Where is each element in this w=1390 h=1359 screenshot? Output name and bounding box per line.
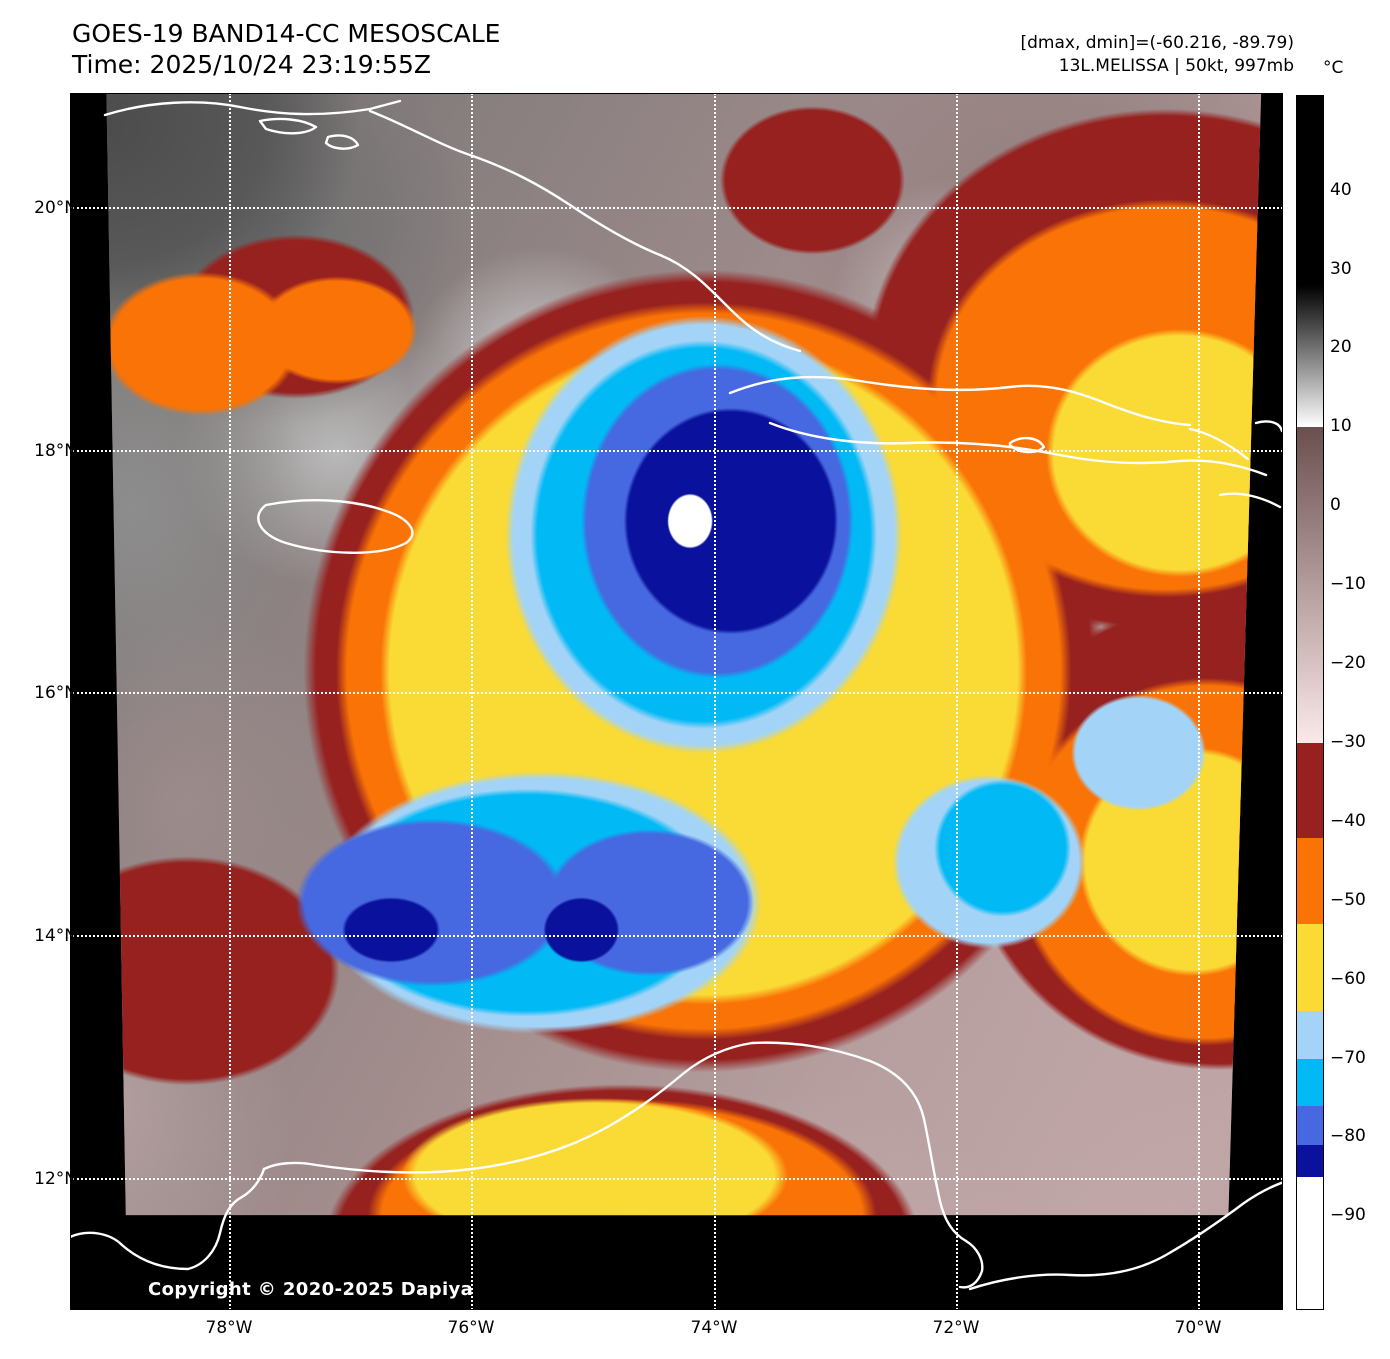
colorbar-unit-label: °C bbox=[1323, 58, 1344, 78]
colorbar-segment-mauve-ramp bbox=[1297, 427, 1323, 743]
colorbar-segment-black-hot bbox=[1297, 96, 1323, 286]
colorbar-segment-grey-ramp bbox=[1297, 285, 1323, 428]
gridline-lon-74 bbox=[714, 93, 716, 1310]
gridline-lon-76 bbox=[471, 93, 473, 1310]
colorbar-segment-white-cold bbox=[1297, 1176, 1323, 1309]
xtick-70w: 70°W bbox=[1174, 1318, 1222, 1338]
satellite-image-plot[interactable]: Copyright © 2020-2025 Dapiya bbox=[70, 93, 1283, 1310]
colorbar-segment-navy bbox=[1297, 1145, 1323, 1177]
coastline-overlay bbox=[70, 99, 1283, 1291]
ytick-14n: 14°N bbox=[34, 926, 77, 946]
colorbar-tick-12: −80 bbox=[1330, 1126, 1366, 1147]
colorbar-segment-cyan bbox=[1297, 1058, 1323, 1106]
metadata-block: [dmax, dmin]=(-60.216, -89.79) 13L.MELIS… bbox=[1021, 32, 1295, 78]
ir-overshooting-top bbox=[106, 93, 1262, 1216]
xtick-78w: 78°W bbox=[205, 1318, 253, 1338]
colorbar-tick-4: 0 bbox=[1330, 495, 1341, 516]
ytick-20n: 20°N bbox=[34, 198, 77, 218]
colorbar-tick-13: −90 bbox=[1330, 1205, 1366, 1226]
product-title: GOES-19 BAND14-CC MESOSCALE bbox=[72, 19, 501, 48]
colorbar-tick-7: −30 bbox=[1330, 731, 1366, 752]
colorbar-tick-5: −10 bbox=[1330, 574, 1366, 595]
colorbar-tick-9: −50 bbox=[1330, 889, 1366, 910]
colorbar-tick-11: −70 bbox=[1330, 1047, 1366, 1068]
data-minmax-label: [dmax, dmin]=(-60.216, -89.79) bbox=[1020, 33, 1295, 53]
gridline-lon-72 bbox=[956, 93, 958, 1310]
ytick-18n: 18°N bbox=[34, 441, 77, 461]
colorbar-segment-yellow bbox=[1297, 924, 1323, 1012]
gridline-lat-20 bbox=[70, 207, 1283, 209]
gridline-lat-14 bbox=[70, 935, 1283, 937]
storm-info-label: 13L.MELISSA | 50kt, 997mb bbox=[1058, 56, 1294, 76]
temperature-colorbar[interactable] bbox=[1296, 95, 1324, 1310]
colorbar-tick-6: −20 bbox=[1330, 653, 1366, 674]
colorbar-tick-1: 30 bbox=[1330, 258, 1352, 279]
title-block: GOES-19 BAND14-CC MESOSCALE Time: 2025/1… bbox=[72, 18, 500, 80]
gridline-lat-16 bbox=[70, 692, 1283, 694]
ytick-12n: 12°N bbox=[34, 1169, 77, 1189]
copyright-notice: Copyright © 2020-2025 Dapiya bbox=[148, 1279, 474, 1300]
mesoscale-swath bbox=[106, 93, 1262, 1216]
gridline-lat-12 bbox=[70, 1178, 1283, 1180]
colorbar-tick-10: −60 bbox=[1330, 968, 1366, 989]
colorbar-segment-royal-blue bbox=[1297, 1105, 1323, 1146]
colorbar-tick-2: 20 bbox=[1330, 337, 1352, 358]
gridline-lat-18 bbox=[70, 450, 1283, 452]
colorbar-tick-8: −40 bbox=[1330, 810, 1366, 831]
xtick-74w: 74°W bbox=[690, 1318, 738, 1338]
colorbar-segment-light-blue bbox=[1297, 1011, 1323, 1059]
colorbar-segment-orange bbox=[1297, 837, 1323, 925]
observation-time: Time: 2025/10/24 23:19:55Z bbox=[72, 50, 431, 79]
xtick-72w: 72°W bbox=[932, 1318, 980, 1338]
colorbar-tick-3: 10 bbox=[1330, 416, 1352, 437]
gridline-lon-70 bbox=[1198, 93, 1200, 1310]
gridline-lon-78 bbox=[229, 93, 231, 1310]
colorbar-tick-0: 40 bbox=[1330, 179, 1352, 200]
xtick-76w: 76°W bbox=[447, 1318, 495, 1338]
colorbar-segment-dark-red bbox=[1297, 742, 1323, 838]
ytick-16n: 16°N bbox=[34, 683, 77, 703]
